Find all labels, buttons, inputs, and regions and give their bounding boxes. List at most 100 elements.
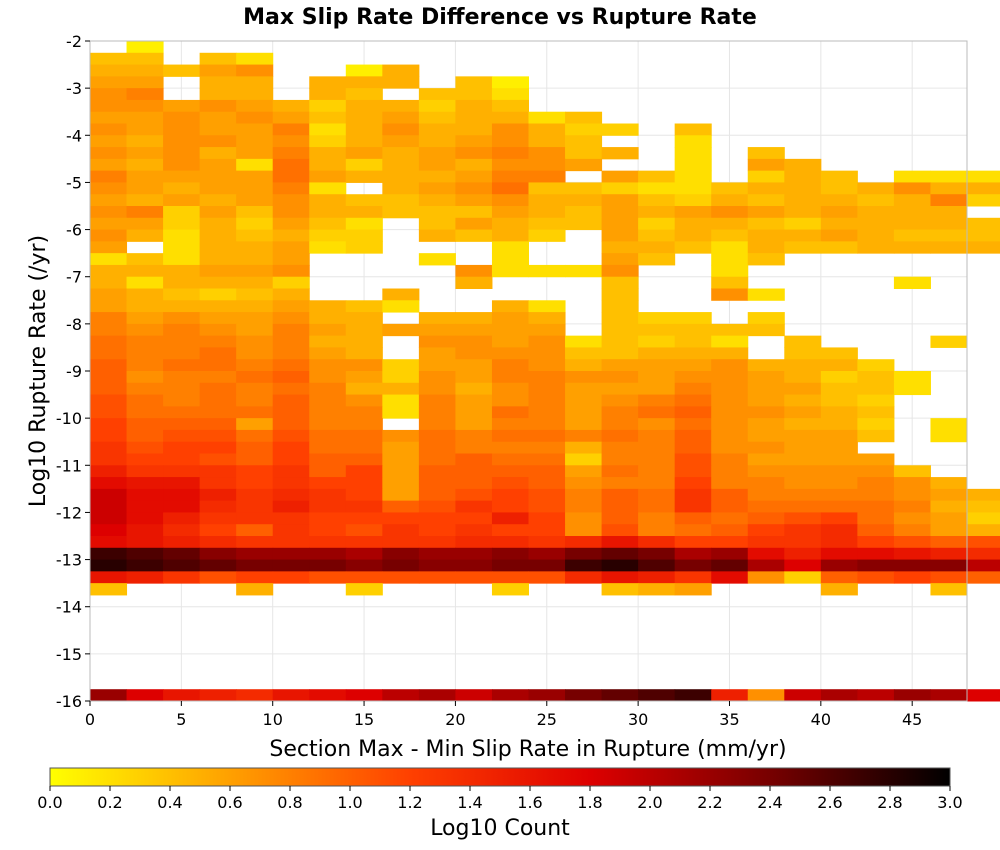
heatmap-cell: [528, 264, 566, 278]
heatmap-cell: [236, 288, 274, 301]
heatmap-cell: [309, 147, 347, 160]
heatmap-cell: [272, 500, 310, 513]
heatmap-cell: [199, 194, 237, 207]
heatmap-cell: [491, 406, 529, 419]
heatmap-cell: [309, 465, 347, 478]
heatmap-cell: [784, 359, 822, 372]
heatmap-cell: [784, 512, 822, 525]
heatmap-cell: [601, 571, 639, 584]
heatmap-cell: [930, 559, 968, 572]
heatmap-cell: [382, 288, 420, 301]
heatmap-cell: [236, 394, 274, 407]
heatmap-cell: [126, 453, 164, 466]
heatmap-cell: [90, 64, 128, 77]
heatmap-cell: [345, 88, 383, 101]
heatmap-cell: [491, 229, 529, 242]
heatmap-cell: [418, 99, 456, 113]
x-axis-ticks: 0 5 10 15 20 25 30 35 40 45: [85, 701, 922, 729]
heatmap-cell: [930, 477, 968, 490]
heatmap-cell: [418, 206, 456, 219]
heatmap-cell: [345, 229, 383, 242]
heatmap-cell: [382, 323, 420, 337]
heatmap-cell: [199, 229, 237, 242]
heatmap-cell: [455, 500, 493, 513]
heatmap-cell: [638, 583, 676, 596]
heatmap-cell: [199, 571, 237, 584]
heatmap-cell: [601, 253, 639, 266]
heatmap-cell: [491, 253, 529, 266]
heatmap-cell: [199, 88, 237, 101]
heatmap-cell: [272, 347, 310, 360]
heatmap-cell: [820, 241, 858, 254]
heatmap-cell: [272, 111, 310, 124]
heatmap-cell: [565, 264, 603, 278]
heatmap-cell: [163, 429, 201, 443]
heatmap-cell: [711, 206, 749, 219]
heatmap-cell: [90, 382, 128, 396]
heatmap-cell: [272, 158, 310, 172]
heatmap-cell: [90, 583, 128, 596]
heatmap-cell: [893, 371, 931, 384]
heatmap-cell: [711, 323, 749, 337]
heatmap-cell: [857, 512, 895, 525]
heatmap-cell: [163, 418, 201, 431]
heatmap-cell: [565, 512, 603, 525]
heatmap-cell: [930, 229, 968, 242]
heatmap-cell: [199, 300, 237, 313]
colorbar-tick-label: 1.2: [397, 793, 422, 812]
heatmap-cell: [272, 335, 310, 348]
heatmap-cell: [272, 429, 310, 443]
heatmap-cell: [126, 300, 164, 313]
heatmap-cell: [309, 229, 347, 242]
heatmap-cell: [309, 123, 347, 136]
heatmap-cell: [382, 429, 420, 443]
heatmap-cell: [747, 477, 785, 490]
heatmap-cell: [418, 158, 456, 172]
heatmap-cell: [528, 135, 566, 148]
heatmap-cell: [309, 206, 347, 219]
heatmap-cell: [309, 99, 347, 113]
heatmap-cell: [382, 300, 420, 313]
heatmap-cell: [674, 477, 712, 490]
heatmap-cell: [126, 323, 164, 337]
heatmap-cell: [272, 465, 310, 478]
heatmap-cell: [565, 347, 603, 360]
heatmap-cell: [418, 323, 456, 337]
heatmap-cell: [601, 206, 639, 219]
heatmap-cell: [565, 488, 603, 502]
heatmap-cell: [747, 206, 785, 219]
heatmap-cell: [418, 147, 456, 160]
heatmap-cell: [967, 182, 1000, 195]
heatmap-cell: [272, 524, 310, 537]
heatmap-cell: [90, 359, 128, 372]
heatmap-cell: [857, 465, 895, 478]
heatmap-cell: [309, 524, 347, 537]
heatmap-cell: [236, 500, 274, 513]
heatmap-cell: [90, 524, 128, 537]
heatmap-cell: [857, 500, 895, 513]
heatmap-cell: [418, 229, 456, 242]
heatmap-cell: [126, 52, 164, 66]
heatmap-cell: [601, 371, 639, 384]
heatmap-cell: [930, 488, 968, 502]
heatmap-cell: [857, 382, 895, 396]
heatmap-cell: [236, 347, 274, 360]
heatmap-cell: [528, 206, 566, 219]
heatmap-cell: [674, 182, 712, 195]
heatmap-cell: [638, 488, 676, 502]
heatmap-cell: [565, 335, 603, 348]
heatmap-cell: [199, 288, 237, 301]
heatmap-cell: [126, 394, 164, 407]
heatmap-cell: [491, 441, 529, 454]
heatmap-cell: [272, 264, 310, 278]
heatmap-cell: [565, 453, 603, 466]
heatmap-cell: [199, 359, 237, 372]
colorbar-tick-label: 2.6: [817, 793, 842, 812]
heatmap-cell: [236, 418, 274, 431]
heatmap-cell: [747, 288, 785, 301]
heatmap-cell: [236, 465, 274, 478]
y-tick-label: -7: [66, 268, 82, 287]
heatmap-cell: [418, 135, 456, 148]
heatmap-cell: [345, 241, 383, 254]
heatmap-cell: [674, 559, 712, 572]
